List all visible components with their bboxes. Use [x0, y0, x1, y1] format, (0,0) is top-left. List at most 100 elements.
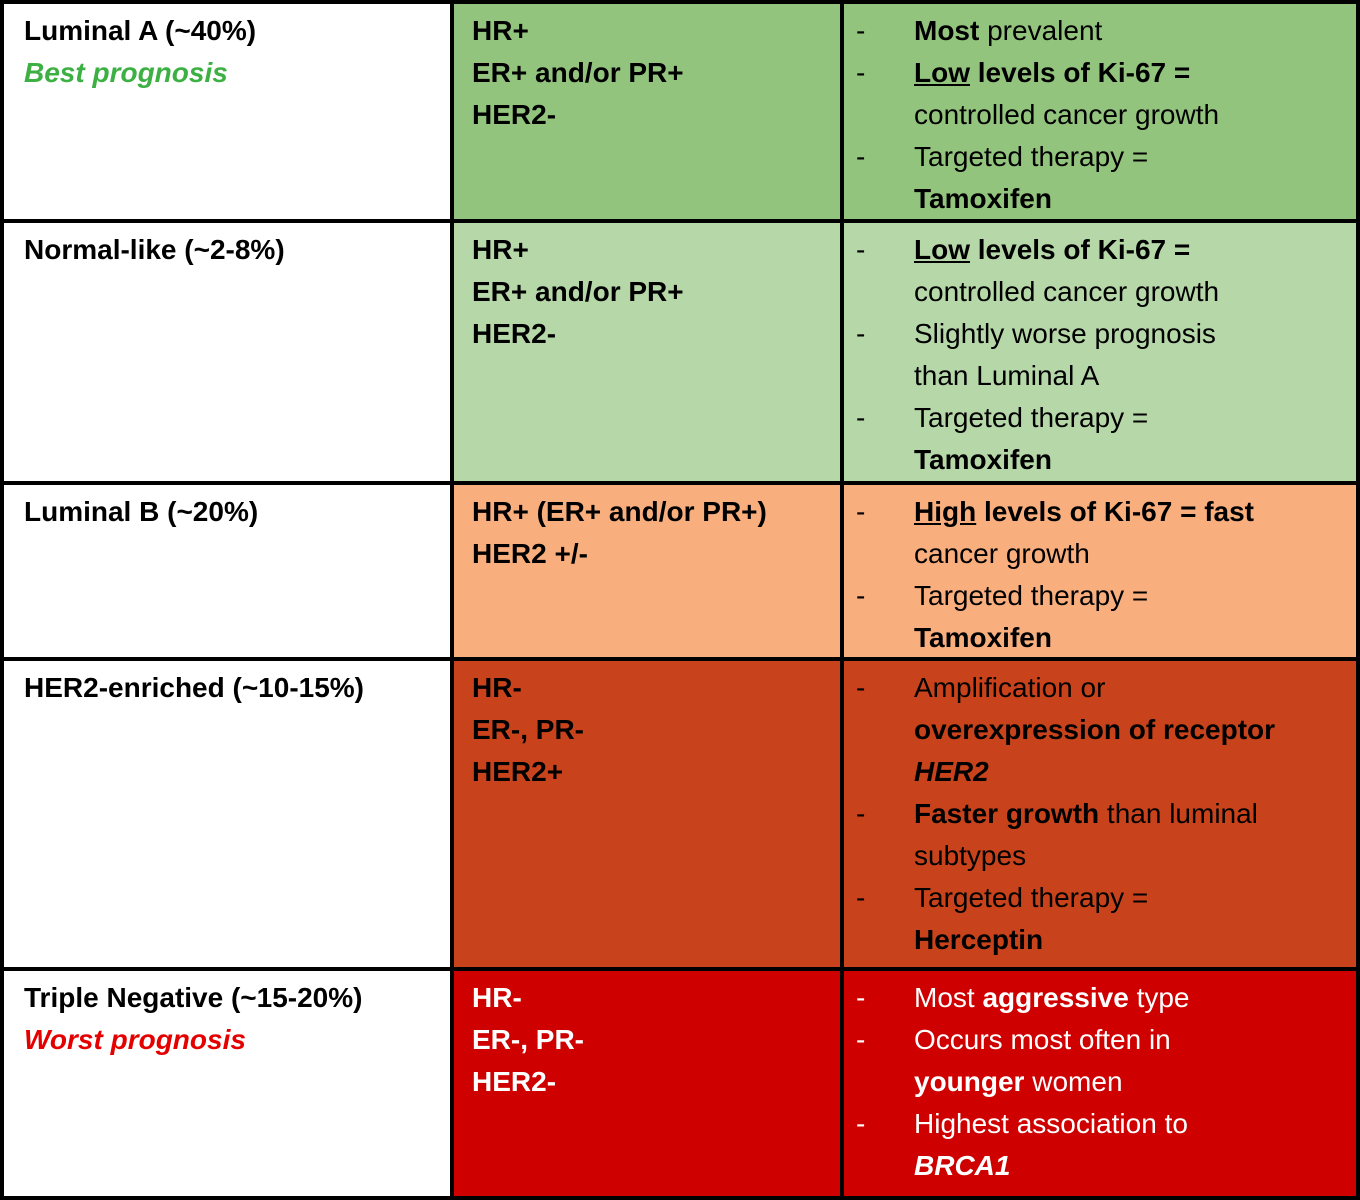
subtype-title: Luminal A (~40%) [24, 15, 257, 46]
subtype-title: HER2-enriched (~10-15%) [24, 672, 365, 703]
bullet-item: - Amplification or overexpression of recep… [856, 667, 1350, 793]
receptor-status-cell-luminal-a: HR+ ER+ and/or PR+ HER2- [454, 4, 844, 223]
text-segment: controlled cancer growth [914, 276, 1220, 307]
bullet-text: Most aggressive type [914, 977, 1350, 1019]
text-segment: than luminal [1099, 798, 1258, 829]
bullet-item: - Targeted therapy = Tamoxifen [856, 136, 1350, 219]
bullet-dash: - [856, 234, 866, 265]
bullet-dash: - [856, 402, 866, 433]
subtype-name-cell-triple-negative: Triple Negative (~15-20%) Worst prognosis [4, 971, 454, 1196]
text-segment: younger [914, 1066, 1025, 1097]
bullet-item: - Most prevalent [856, 10, 1350, 52]
receptor-status-cell-luminal-b: HR+ (ER+ and/or PR+) HER2 +/- [454, 485, 844, 661]
text-segment: levels of Ki-67 = [970, 234, 1191, 265]
receptor-line: ER-, PR- [472, 1024, 584, 1055]
subtype-name-cell-normal-like: Normal-like (~2-8%) [4, 223, 454, 485]
bullet-item: - Targeted therapy = Tamoxifen [856, 397, 1350, 481]
receptor-line: HER2- [472, 1066, 557, 1097]
text-segment: BRCA1 [914, 1150, 1011, 1181]
subtype-prognosis-label: Best prognosis [24, 57, 228, 88]
subtype-title: Triple Negative (~15-20%) [24, 982, 363, 1013]
bullet-text: Faster growth than luminal subtypes [914, 793, 1350, 877]
text-segment: aggressive [982, 982, 1129, 1013]
text-segment: than Luminal A [914, 360, 1100, 391]
bullet-item: - Slightly worse prognosis than Luminal A [856, 313, 1350, 397]
text-segment: HER2 [914, 756, 989, 787]
text-segment: High [914, 496, 977, 527]
bullet-item: - Low levels of Ki-67 = controlled cancer … [856, 52, 1350, 136]
characteristics-cell-luminal-b: - High levels of Ki-67 = fast cancer growt… [844, 485, 1356, 661]
bullet-dash: - [856, 496, 866, 527]
bullet-item: - Most aggressive type [856, 977, 1350, 1019]
receptor-line: HR+ (ER+ and/or PR+) [472, 496, 767, 527]
text-segment: Amplification or [914, 672, 1106, 703]
bullet-text: Amplification or overexpression of recept… [914, 667, 1350, 793]
subtype-title: Luminal B (~20%) [24, 496, 259, 527]
receptor-line: HER2 +/- [472, 538, 588, 569]
bullet-dash: - [856, 141, 866, 172]
bullet-text: Targeted therapy = Tamoxifen [914, 397, 1350, 481]
text-segment: levels of Ki-67 = [970, 57, 1191, 88]
bullet-dash: - [856, 318, 866, 349]
bullet-item: - Targeted therapy = Herceptin [856, 877, 1350, 961]
text-segment: Faster growth [914, 798, 1100, 829]
bullet-text: Slightly worse prognosis than Luminal A [914, 313, 1350, 397]
bullet-text: High levels of Ki-67 = fast cancer growth [914, 491, 1350, 575]
text-segment: Targeted therapy = [914, 580, 1149, 611]
bullet-text: Targeted therapy = Tamoxifen [914, 136, 1350, 219]
receptor-line: HER2- [472, 318, 557, 349]
receptor-line: HER2+ [472, 756, 564, 787]
bullet-dash: - [856, 882, 866, 913]
subtype-prognosis-label: Worst prognosis [24, 1024, 246, 1055]
text-segment: type [1128, 982, 1190, 1013]
receptor-line: HR- [472, 672, 522, 703]
receptor-status-cell-her2-enriched: HR- ER-, PR- HER2+ [454, 661, 844, 971]
bullet-dash: - [856, 672, 866, 703]
text-segment: Low [914, 57, 970, 88]
receptor-line: HER2- [472, 99, 557, 130]
bullet-item: - Faster growth than luminal subtypes [856, 793, 1350, 877]
bullet-text: Targeted therapy = Herceptin [914, 877, 1350, 961]
bullet-dash: - [856, 580, 866, 611]
bullet-dash: - [856, 1108, 866, 1139]
text-segment: Targeted therapy = [914, 141, 1149, 172]
subtype-name-cell-her2-enriched: HER2-enriched (~10-15%) [4, 661, 454, 971]
text-segment: Tamoxifen [914, 444, 1052, 475]
bullet-dash: - [856, 798, 866, 829]
text-segment: cancer growth [914, 538, 1090, 569]
receptor-line: HR+ [472, 234, 529, 265]
text-segment: subtypes [914, 840, 1027, 871]
bullet-text: Occurs most often in younger women [914, 1019, 1350, 1103]
text-segment: Slightly worse prognosis [914, 318, 1216, 349]
text-segment: Herceptin [914, 924, 1044, 955]
bullet-dash: - [856, 57, 866, 88]
receptor-line: HR+ [472, 15, 529, 46]
text-segment: Most [914, 15, 980, 46]
bullet-item: - Highest association to BRCA1 [856, 1103, 1350, 1187]
bullet-dash: - [856, 15, 866, 46]
receptor-line: ER+ and/or PR+ [472, 276, 684, 307]
characteristics-cell-triple-negative: - Most aggressive type - Occurs most often … [844, 971, 1356, 1196]
bullet-text: Highest association to BRCA1 [914, 1103, 1350, 1187]
text-segment: Tamoxifen [914, 183, 1052, 214]
receptor-status-cell-normal-like: HR+ ER+ and/or PR+ HER2- [454, 223, 844, 485]
text-segment: Targeted therapy = [914, 402, 1149, 433]
bullet-dash: - [856, 1024, 866, 1055]
text-segment: Occurs most often in [914, 1024, 1171, 1055]
text-segment: levels of Ki-67 = fast [976, 496, 1255, 527]
subtype-name-cell-luminal-b: Luminal B (~20%) [4, 485, 454, 661]
text-segment: Targeted therapy = [914, 882, 1149, 913]
bullet-item: - High levels of Ki-67 = fast cancer growt… [856, 491, 1350, 575]
receptor-line: ER-, PR- [472, 714, 584, 745]
text-segment: Most [914, 982, 983, 1013]
text-segment: overexpression of receptor [914, 714, 1276, 745]
receptor-line: ER+ and/or PR+ [472, 57, 684, 88]
text-segment: Low [914, 234, 970, 265]
bullet-dash: - [856, 982, 866, 1013]
text-segment: prevalent [979, 15, 1103, 46]
bullet-item: - Occurs most often in younger women [856, 1019, 1350, 1103]
subtype-title: Normal-like (~2-8%) [24, 234, 285, 265]
text-segment: Tamoxifen [914, 622, 1052, 653]
bullet-item: - Low levels of Ki-67 = controlled cancer … [856, 229, 1350, 313]
